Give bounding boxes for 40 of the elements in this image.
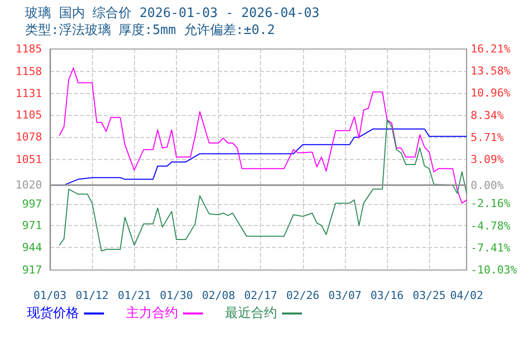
y-tick-label: 944 (22, 241, 42, 254)
x-tick-label: 02/26 (286, 289, 320, 302)
y2-tick-label: -2.16% (470, 197, 511, 210)
legend-label: 最近合约 (225, 306, 277, 321)
x-tick-label: 03/07 (328, 289, 362, 302)
x-tick-label: 02/17 (244, 289, 278, 302)
x-tick-label: 03/25 (412, 289, 446, 302)
x-tick-label: 01/12 (76, 289, 109, 302)
y-tick-label: 1185 (16, 42, 42, 56)
y-tick-label: 917 (22, 264, 42, 276)
y2-tick-label: 8.34% (470, 108, 504, 122)
x-tick-label: 04/02 (450, 289, 484, 302)
x-tick-label: 02/08 (202, 289, 236, 302)
y-tick-label: 1131 (16, 87, 42, 100)
x-tick-label: 01/30 (160, 289, 193, 302)
y2-tick-label: -7.41% (470, 241, 511, 254)
line-series (58, 119, 468, 252)
y2-tick-label: 16.21% (470, 42, 511, 56)
y2-tick-label: 5.71% (470, 130, 504, 144)
y2-tick-label: 13.58% (470, 64, 511, 78)
x-tick-label: 01/03 (33, 289, 67, 302)
y-tick-label: 1158 (16, 64, 42, 78)
x-tick-label: 03/16 (370, 289, 404, 302)
chart-title: 玻璃 国内 综合价 2026-01-03 - 2026-04-03 (25, 6, 320, 21)
y2-tick-label: 10.96% (470, 86, 511, 100)
line-series (58, 67, 468, 204)
chart-subtitle: 类型:浮法玻璃 厚度:5mm 允许偏差:±0.2 (25, 22, 275, 38)
legend-label: 主力合约 (126, 305, 178, 321)
y-tick-label: 1051 (16, 153, 42, 166)
y2-tick-label: -10.03% (470, 264, 518, 276)
legend-label: 现货价格 (27, 306, 79, 321)
y-tick-label: 1020 (16, 178, 42, 192)
y-tick-label: 1105 (16, 108, 42, 122)
y-tick-label: 971 (22, 218, 42, 232)
y2-tick-label: -4.78% (470, 219, 511, 232)
y2-tick-label: 3.09% (470, 153, 504, 166)
y-tick-label: 1078 (16, 130, 42, 144)
x-tick-label: 01/21 (118, 289, 151, 302)
y-tick-label: 997 (22, 198, 42, 211)
y2-tick-label: 0.00% (470, 179, 504, 192)
